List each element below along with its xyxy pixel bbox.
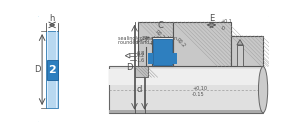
Text: +0.10
-0.15: +0.10 -0.15 [192,85,207,97]
Polygon shape [237,40,243,45]
Bar [152,37,173,66]
Text: 0.8: 0.8 [137,51,145,56]
Text: D: D [34,65,41,74]
Bar [237,45,243,66]
Text: d: d [137,85,142,94]
Bar [148,53,153,64]
Ellipse shape [259,66,268,113]
Bar [109,110,263,113]
Text: sealing/contact function: sealing/contact function [118,36,177,41]
Bar [153,39,172,65]
Bar [56,31,57,108]
Text: C: C [158,21,164,30]
Bar [47,60,58,80]
Bar [138,22,173,66]
Bar [173,22,231,66]
Text: 2: 2 [48,65,56,75]
Text: E: E [209,14,214,23]
Bar [46,31,58,108]
Bar [47,31,48,108]
Text: R0.2: R0.2 [175,37,186,49]
Text: 0.2: 0.2 [137,53,145,58]
Text: 1.6: 1.6 [137,58,145,63]
Bar [109,66,263,113]
Bar [109,69,263,85]
Text: +0.1
-0: +0.1 -0 [221,19,232,31]
Bar [231,36,263,66]
Text: D: D [126,63,132,72]
Text: rounded and polished: rounded and polished [118,40,171,45]
Bar [172,53,177,64]
Text: R0.2: R0.2 [154,29,165,40]
Bar [134,66,148,77]
FancyBboxPatch shape [37,15,271,123]
Text: h: h [50,14,55,23]
